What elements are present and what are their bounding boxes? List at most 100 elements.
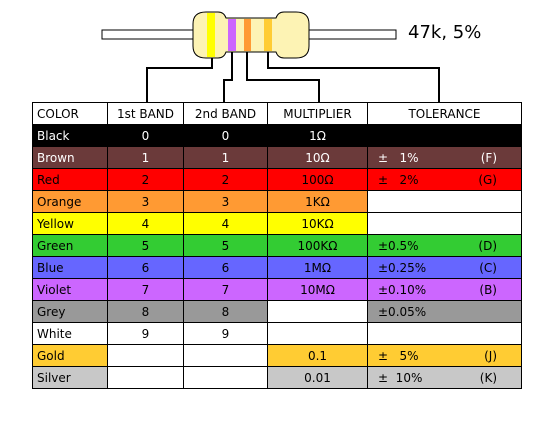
multiplier-cell: 1MΩ [267, 256, 368, 279]
color-name-cell: Yellow [32, 212, 108, 235]
tolerance-cell: ± 5% (J) [367, 344, 522, 367]
color-name-cell: Silver [32, 366, 108, 389]
color-name-cell: Violet [32, 278, 108, 301]
color-name-cell: Red [32, 168, 108, 191]
second-band-cell: 7 [183, 278, 268, 301]
table-row: White 9 9 [32, 322, 522, 345]
header-row: COLOR 1st BAND 2nd BAND MULTIPLIER TOLER… [32, 102, 522, 125]
multiplier-cell: 100Ω [267, 168, 368, 191]
tolerance-value: ±0.25% [378, 260, 427, 275]
tolerance-code: (D) [478, 238, 497, 253]
connector-band-2 [223, 52, 233, 102]
table-row: Silver 0.01 ± 10% (K) [32, 366, 522, 389]
tolerance-code: (C) [479, 260, 497, 275]
color-name-cell: Black [32, 124, 108, 147]
multiplier-cell [267, 300, 368, 323]
multiplier-cell: 0.01 [267, 366, 368, 389]
tolerance-cell: ±0.05% [367, 300, 522, 323]
band-3-orange [244, 19, 251, 51]
color-name-cell: Brown [32, 146, 108, 169]
tolerance-cell: ±0.5% (D) [367, 234, 522, 257]
connector-band-1 [146, 58, 213, 102]
first-band-cell [107, 366, 184, 389]
table-row: Yellow 4 4 10KΩ [32, 212, 522, 235]
tolerance-value: ±0.5% [378, 238, 419, 253]
first-band-cell: 9 [107, 322, 184, 345]
color-name-cell: Orange [32, 190, 108, 213]
multiplier-cell: 10MΩ [267, 278, 368, 301]
connector-band-3 [246, 52, 320, 102]
tolerance-cell [367, 322, 522, 345]
left-lead [101, 29, 195, 40]
tolerance-cell [367, 190, 522, 213]
table-row: Blue 6 6 1MΩ ±0.25% (C) [32, 256, 522, 279]
second-band-cell: 2 [183, 168, 268, 191]
tolerance-code: (K) [479, 370, 497, 385]
color-name-cell: Green [32, 234, 108, 257]
multiplier-cell: 1Ω [267, 124, 368, 147]
table-row: Orange 3 3 1KΩ [32, 190, 522, 213]
color-code-table: COLOR 1st BAND 2nd BAND MULTIPLIER TOLER… [32, 102, 522, 389]
second-band-cell: 9 [183, 322, 268, 345]
table-row: Gold 0.1 ± 5% (J) [32, 344, 522, 367]
connector-band-4 [267, 52, 440, 102]
color-name-cell: Blue [32, 256, 108, 279]
tolerance-cell: ± 10% (K) [367, 366, 522, 389]
table-row: Violet 7 7 10MΩ ±0.10% (B) [32, 278, 522, 301]
tolerance-code: (F) [480, 150, 497, 165]
first-band-cell: 0 [107, 124, 184, 147]
tolerance-value: ± 2% [378, 172, 419, 187]
multiplier-cell: 100KΩ [267, 234, 368, 257]
right-lead [299, 29, 397, 40]
tolerance-value: ±0.05% [378, 304, 427, 319]
multiplier-cell: 10KΩ [267, 212, 368, 235]
header-multiplier: MULTIPLIER [267, 102, 368, 125]
tolerance-cell: ± 2% (G) [367, 168, 522, 191]
tolerance-value: ±0.10% [378, 282, 427, 297]
band-1-yellow [207, 13, 215, 57]
multiplier-cell: 1KΩ [267, 190, 368, 213]
tolerance-code: (G) [478, 172, 497, 187]
first-band-cell: 7 [107, 278, 184, 301]
second-band-cell: 5 [183, 234, 268, 257]
band-4-gold [264, 19, 272, 51]
table-row: Red 2 2 100Ω ± 2% (G) [32, 168, 522, 191]
tolerance-value: ± 5% [378, 348, 419, 363]
color-name-cell: Gold [32, 344, 108, 367]
first-band-cell: 5 [107, 234, 184, 257]
multiplier-cell [267, 322, 368, 345]
header-first-band: 1st BAND [107, 102, 184, 125]
first-band-cell: 8 [107, 300, 184, 323]
first-band-cell: 4 [107, 212, 184, 235]
band-connector-lines [146, 52, 440, 102]
tolerance-value: ± 1% [378, 150, 419, 165]
color-name-cell: White [32, 322, 108, 345]
tolerance-value: ± 10% [378, 370, 423, 385]
header-tolerance: TOLERANCE [367, 102, 522, 125]
tolerance-cell: ±0.25% (C) [367, 256, 522, 279]
header-second-band: 2nd BAND [183, 102, 268, 125]
tolerance-cell [367, 212, 522, 235]
band-2-violet [228, 19, 236, 51]
second-band-cell: 6 [183, 256, 268, 279]
tolerance-code: (J) [484, 348, 497, 363]
second-band-cell: 0 [183, 124, 268, 147]
first-band-cell: 2 [107, 168, 184, 191]
tolerance-cell [367, 124, 522, 147]
second-band-cell [183, 344, 268, 367]
tolerance-cell: ± 1% (F) [367, 146, 522, 169]
first-band-cell: 6 [107, 256, 184, 279]
second-band-cell: 4 [183, 212, 268, 235]
tolerance-cell: ±0.10% (B) [367, 278, 522, 301]
first-band-cell [107, 344, 184, 367]
multiplier-cell: 10Ω [267, 146, 368, 169]
table-row: Grey 8 8 ±0.05% [32, 300, 522, 323]
multiplier-cell: 0.1 [267, 344, 368, 367]
first-band-cell: 1 [107, 146, 184, 169]
second-band-cell [183, 366, 268, 389]
tolerance-code: (B) [479, 282, 497, 297]
second-band-cell: 1 [183, 146, 268, 169]
header-color: COLOR [32, 102, 108, 125]
color-name-cell: Grey [32, 300, 108, 323]
resistor-value-label: 47k, 5% [408, 22, 482, 43]
